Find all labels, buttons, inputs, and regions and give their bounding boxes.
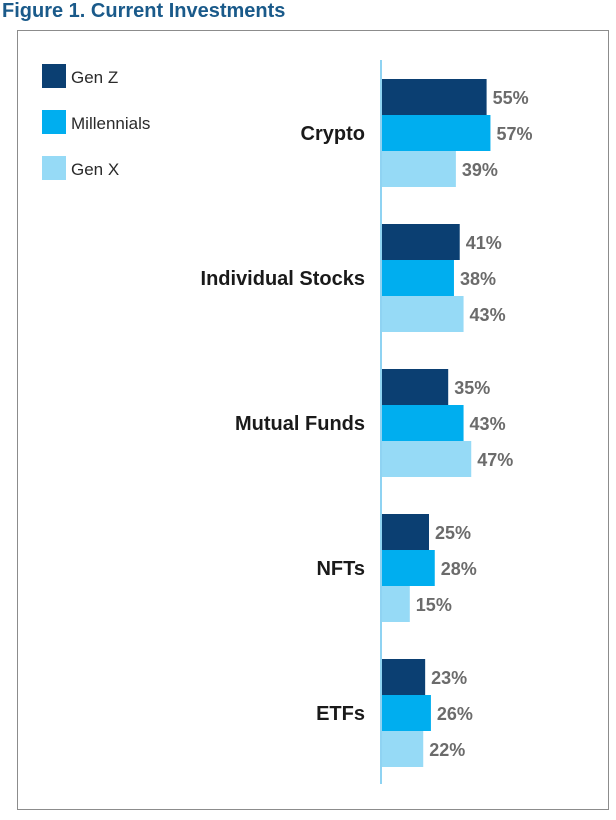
value-label-individual-stocks-millennials: 38% <box>460 269 496 289</box>
category-label-individual-stocks: Individual Stocks <box>201 268 365 290</box>
value-label-nfts-millennials: 28% <box>441 559 477 579</box>
bar-crypto-millennials <box>381 115 491 151</box>
bar-etfs-gen-x <box>381 731 424 767</box>
category-label-crypto: Crypto <box>301 123 365 145</box>
category-label-etfs: ETFs <box>316 703 365 725</box>
value-label-mutual-funds-millennials: 43% <box>470 414 506 434</box>
value-label-crypto-gen-z: 55% <box>493 88 529 108</box>
bar-etfs-millennials <box>381 695 431 731</box>
bar-mutual-funds-gen-z <box>381 369 449 405</box>
bar-mutual-funds-millennials <box>381 405 464 441</box>
value-label-mutual-funds-gen-z: 35% <box>454 378 490 398</box>
bar-nfts-gen-x <box>381 586 410 622</box>
bar-individual-stocks-millennials <box>381 260 454 296</box>
bar-nfts-millennials <box>381 550 435 586</box>
value-label-mutual-funds-gen-x: 47% <box>477 450 513 470</box>
legend-label-gen-x: Gen X <box>71 160 119 179</box>
legend-swatch-gen-x <box>42 156 66 180</box>
legend-label-gen-z: Gen Z <box>71 68 118 87</box>
category-label-nfts: NFTs <box>316 558 365 580</box>
value-label-etfs-gen-z: 23% <box>431 668 467 688</box>
legend-swatch-gen-z <box>42 64 66 88</box>
value-label-individual-stocks-gen-x: 43% <box>470 305 506 325</box>
legend-label-millennials: Millennials <box>71 114 150 133</box>
bar-crypto-gen-z <box>381 79 487 115</box>
value-label-nfts-gen-x: 15% <box>416 595 452 615</box>
value-label-individual-stocks-gen-z: 41% <box>466 233 502 253</box>
legend-swatch-millennials <box>42 110 66 134</box>
category-label-mutual-funds: Mutual Funds <box>235 413 365 435</box>
value-label-nfts-gen-z: 25% <box>435 523 471 543</box>
bar-nfts-gen-z <box>381 514 429 550</box>
figure-title: Figure 1. Current Investments <box>2 0 286 22</box>
value-label-crypto-gen-x: 39% <box>462 160 498 180</box>
bar-crypto-gen-x <box>381 151 456 187</box>
bar-etfs-gen-z <box>381 659 426 695</box>
chart-frame <box>17 30 609 810</box>
bar-individual-stocks-gen-z <box>381 224 460 260</box>
bar-individual-stocks-gen-x <box>381 296 464 332</box>
value-label-etfs-gen-x: 22% <box>429 740 465 760</box>
value-label-crypto-millennials: 57% <box>496 124 532 144</box>
bar-mutual-funds-gen-x <box>381 441 472 477</box>
value-label-etfs-millennials: 26% <box>437 704 473 724</box>
